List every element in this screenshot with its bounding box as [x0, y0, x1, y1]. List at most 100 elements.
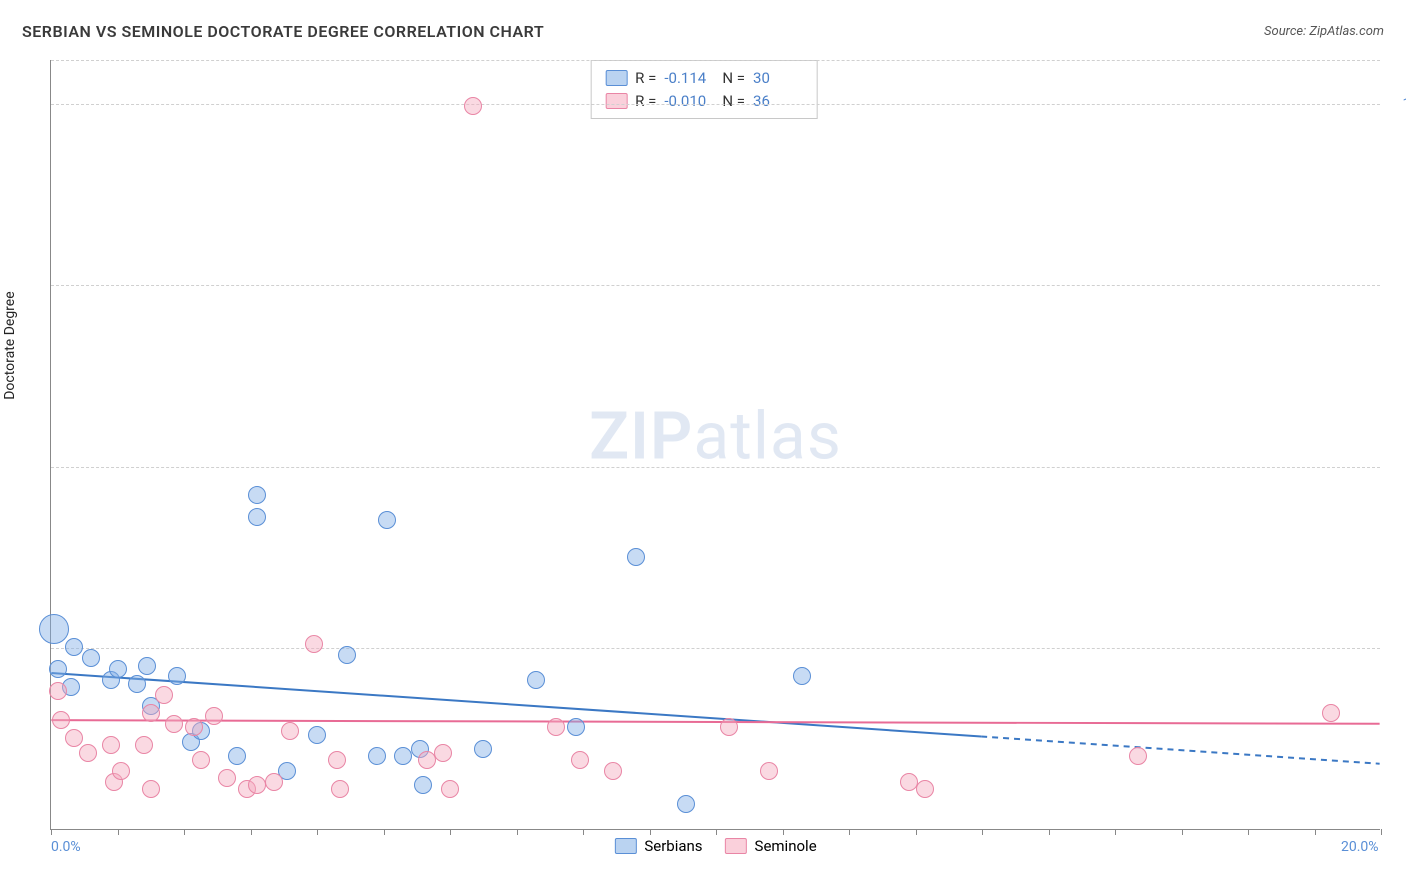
data-point: [168, 667, 186, 685]
x-tick: [650, 829, 651, 835]
data-point: [49, 660, 67, 678]
data-point: [916, 780, 934, 798]
r-value: -0.114: [664, 67, 714, 90]
grid-line: [51, 104, 1380, 105]
stats-row-serbians: R = -0.114 N = 30: [605, 67, 803, 90]
swatch-pink-icon: [725, 838, 747, 854]
data-point: [281, 722, 299, 740]
legend: Serbians Seminole: [614, 837, 816, 855]
stats-box: R = -0.114 N = 30 R = -0.010 N = 36: [590, 60, 818, 119]
n-label: N =: [722, 67, 745, 90]
grid-line: [51, 285, 1380, 286]
n-value: 36: [753, 90, 803, 113]
grid-line: [51, 467, 1380, 468]
x-tick: [716, 829, 717, 835]
x-tick: [384, 829, 385, 835]
x-tick: [1115, 829, 1116, 835]
data-point: [218, 769, 236, 787]
data-point: [65, 638, 83, 656]
data-point: [82, 649, 100, 667]
x-tick: [982, 829, 983, 835]
x-tick-label: 20.0%: [1341, 839, 1379, 855]
x-tick: [1248, 829, 1249, 835]
data-point: [128, 675, 146, 693]
data-point: [338, 646, 356, 664]
r-value: -0.010: [664, 90, 714, 113]
data-point: [368, 747, 386, 765]
data-point: [165, 715, 183, 733]
data-point: [1322, 704, 1340, 722]
data-point: [394, 747, 412, 765]
grid-line: [51, 60, 1380, 61]
data-point: [434, 744, 452, 762]
data-point: [308, 726, 326, 744]
data-point: [138, 657, 156, 675]
data-point: [571, 751, 589, 769]
x-tick: [317, 829, 318, 835]
x-tick: [1049, 829, 1050, 835]
data-point: [52, 711, 70, 729]
data-point: [109, 660, 127, 678]
legend-label: Seminole: [755, 837, 817, 855]
data-point: [418, 751, 436, 769]
x-tick-label: 0.0%: [51, 839, 81, 855]
x-tick: [783, 829, 784, 835]
data-point: [527, 671, 545, 689]
x-tick: [251, 829, 252, 835]
x-tick: [1182, 829, 1183, 835]
data-point: [305, 635, 323, 653]
data-point: [205, 707, 223, 725]
data-point: [677, 795, 695, 813]
data-point: [135, 736, 153, 754]
y-axis-label: Doctorate Degree: [2, 291, 18, 399]
data-point: [65, 729, 83, 747]
scatter-chart: ZIPatlas R = -0.114 N = 30 R = -0.010 N …: [50, 60, 1380, 830]
data-point: [793, 667, 811, 685]
data-point: [102, 736, 120, 754]
data-point: [720, 718, 738, 736]
grid-line: [51, 648, 1380, 649]
data-point: [248, 508, 266, 526]
data-point: [567, 718, 585, 736]
data-point: [265, 773, 283, 791]
x-tick: [1315, 829, 1316, 835]
r-label: R =: [635, 90, 656, 113]
data-point: [474, 740, 492, 758]
data-point: [248, 486, 266, 504]
data-point: [228, 747, 246, 765]
legend-item-seminole: Seminole: [725, 837, 817, 855]
stats-row-seminole: R = -0.010 N = 36: [605, 90, 803, 113]
data-point: [192, 751, 210, 769]
trend-lines: [51, 60, 1380, 829]
n-label: N =: [722, 90, 745, 113]
x-tick: [849, 829, 850, 835]
swatch-blue-icon: [605, 70, 627, 86]
y-tick-label: 10.0%: [1402, 96, 1406, 112]
legend-label: Serbians: [644, 837, 702, 855]
data-point: [331, 780, 349, 798]
data-point: [464, 97, 482, 115]
data-point: [627, 548, 645, 566]
data-point: [378, 511, 396, 529]
data-point: [39, 614, 69, 644]
data-point: [760, 762, 778, 780]
data-point: [547, 718, 565, 736]
source-credit: Source: ZipAtlas.com: [1264, 24, 1384, 39]
x-tick: [916, 829, 917, 835]
data-point: [49, 682, 67, 700]
data-point: [155, 686, 173, 704]
data-point: [441, 780, 459, 798]
data-point: [142, 704, 160, 722]
data-point: [79, 744, 97, 762]
data-point: [328, 751, 346, 769]
data-point: [1129, 747, 1147, 765]
x-tick: [184, 829, 185, 835]
data-point: [185, 718, 203, 736]
data-point: [142, 780, 160, 798]
swatch-pink-icon: [605, 93, 627, 109]
x-tick: [118, 829, 119, 835]
data-point: [414, 776, 432, 794]
x-tick: [51, 829, 52, 835]
data-point: [112, 762, 130, 780]
x-tick: [1381, 829, 1382, 835]
